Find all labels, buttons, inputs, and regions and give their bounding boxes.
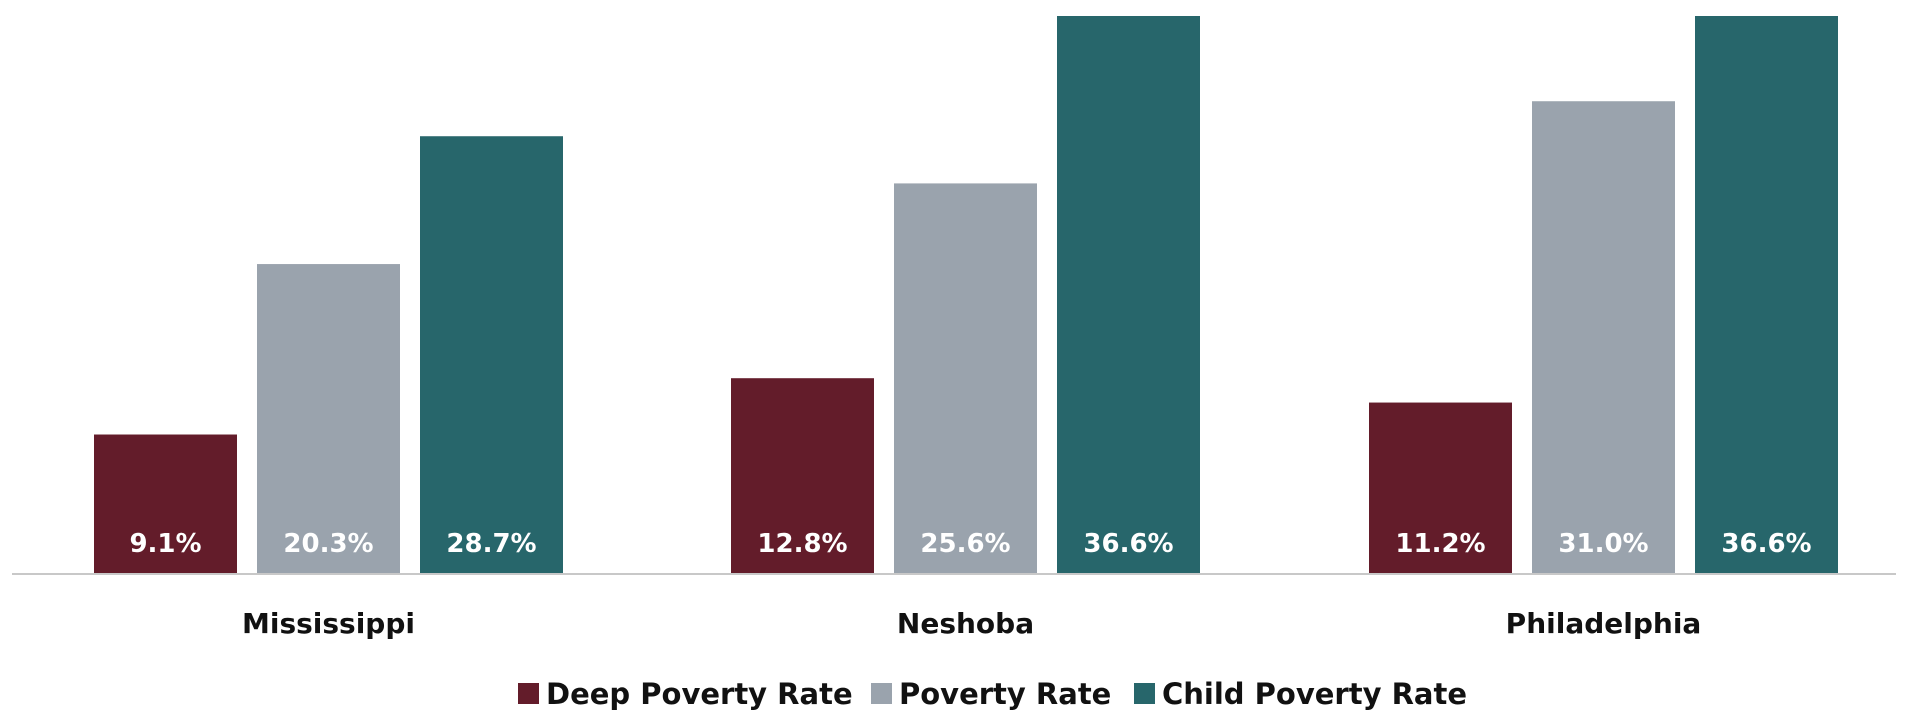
legend: Deep Poverty Rate Poverty Rate Child Pover… [518, 677, 1467, 711]
value-label-neshoba-deep-poverty-rate: 12.8% [757, 529, 847, 559]
value-label-mississippi-deep-poverty-rate: 9.1% [129, 529, 201, 559]
bar-neshoba-child-poverty-rate [1057, 16, 1200, 573]
value-label-philadelphia-child-poverty-rate: 36.6% [1721, 529, 1811, 559]
bar-neshoba-deep-poverty-rate [731, 378, 874, 573]
legend-label-poverty-rate: Poverty Rate [899, 677, 1111, 711]
bar-mississippi-deep-poverty-rate [94, 434, 237, 573]
legend-swatch-poverty-rate [871, 683, 892, 704]
category-label-neshoba: Neshoba [897, 607, 1034, 640]
value-labels-group: 9.1% 20.3% 28.7% 12.8% 25.6% 36.6% 11.2% 31.0% 3… [129, 529, 1811, 559]
legend-swatch-deep-poverty-rate [518, 683, 539, 704]
category-labels-group: Mississippi Neshoba Philadelphia [242, 607, 1701, 640]
bar-philadelphia-deep-poverty-rate [1369, 402, 1512, 573]
value-label-mississippi-child-poverty-rate: 28.7% [446, 529, 536, 559]
category-label-philadelphia: Philadelphia [1506, 607, 1702, 640]
bar-neshoba-poverty-rate [894, 183, 1037, 574]
legend-label-deep-poverty-rate: Deep Poverty Rate [546, 677, 853, 711]
bar-philadelphia-poverty-rate [1532, 101, 1675, 573]
bar-mississippi-poverty-rate [257, 264, 400, 573]
bars-group [94, 16, 1838, 574]
value-label-philadelphia-poverty-rate: 31.0% [1558, 529, 1648, 559]
legend-swatch-child-poverty-rate [1134, 683, 1155, 704]
category-label-mississippi: Mississippi [242, 607, 415, 640]
value-label-neshoba-child-poverty-rate: 36.6% [1083, 529, 1173, 559]
value-label-neshoba-poverty-rate: 25.6% [920, 529, 1010, 559]
value-label-mississippi-poverty-rate: 20.3% [283, 529, 373, 559]
legend-label-child-poverty-rate: Child Poverty Rate [1162, 677, 1467, 711]
bar-philadelphia-child-poverty-rate [1695, 16, 1838, 573]
value-label-philadelphia-deep-poverty-rate: 11.2% [1395, 529, 1485, 559]
bar-mississippi-child-poverty-rate [420, 136, 563, 573]
